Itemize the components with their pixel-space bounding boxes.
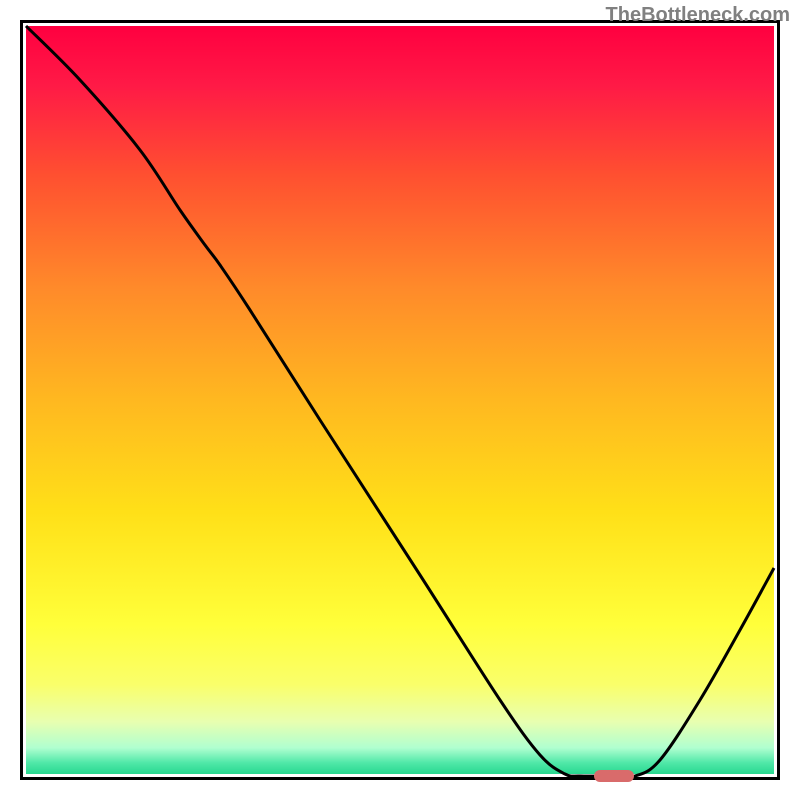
watermark-text: TheBottleneck.com [606, 4, 790, 27]
plot-border [22, 22, 779, 779]
chart-svg [20, 20, 780, 780]
bottleneck-curve [26, 26, 774, 777]
optimal-marker [594, 770, 634, 782]
bottleneck-curve-chart [20, 20, 780, 780]
